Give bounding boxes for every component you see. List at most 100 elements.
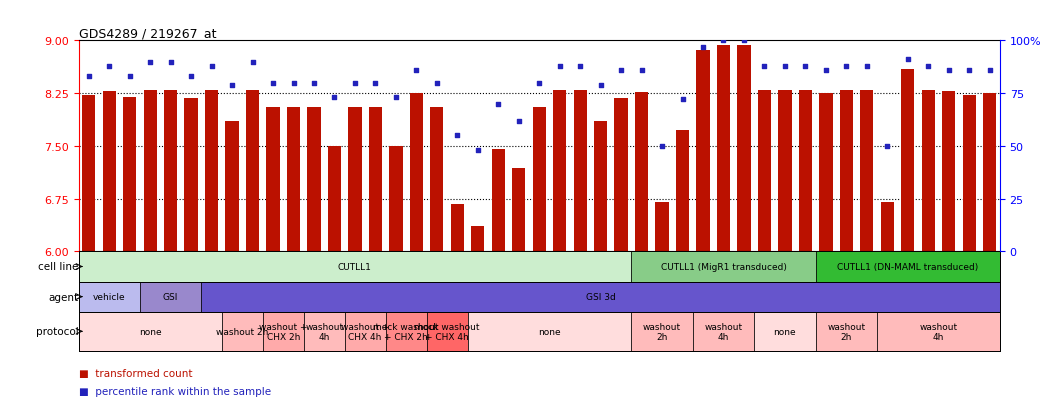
Point (285, 80, 302, 87)
Point (244, 59, 261, 66)
Bar (594, 122, 607, 252)
Text: GDS4289 / 219267_at: GDS4289 / 219267_at (79, 27, 216, 40)
Point (510, 118, 527, 125)
Bar (512, 169, 526, 252)
Bar (430, 108, 444, 252)
Point (593, 82, 609, 89)
Text: ■  percentile rank within the sample: ■ percentile rank within the sample (79, 387, 271, 396)
Point (736, 38, 753, 45)
Bar (222, 312, 263, 351)
Point (531, 80, 548, 87)
Bar (631, 252, 816, 282)
Text: GSI: GSI (163, 292, 178, 301)
Bar (696, 50, 710, 252)
Bar (450, 204, 464, 252)
Point (777, 63, 794, 70)
Bar (344, 312, 385, 351)
Point (224, 82, 241, 89)
Text: CUTLL1 (DN-MAML transduced): CUTLL1 (DN-MAML transduced) (838, 262, 978, 271)
Point (694, 44, 711, 51)
Bar (205, 90, 218, 252)
Point (428, 80, 445, 87)
Point (367, 80, 384, 87)
Point (552, 63, 569, 70)
Text: washout
2h: washout 2h (643, 322, 682, 341)
Bar (877, 312, 1000, 351)
Text: none: none (139, 327, 161, 336)
Text: mock washout
+ CHX 2h: mock washout + CHX 2h (374, 322, 439, 341)
Bar (921, 90, 935, 252)
Bar (164, 90, 177, 252)
Bar (287, 108, 300, 252)
Point (961, 67, 978, 74)
Bar (492, 150, 505, 252)
Text: GSI 3d: GSI 3d (585, 292, 616, 301)
Point (141, 59, 158, 66)
Bar (369, 108, 382, 252)
Bar (634, 93, 648, 252)
Point (265, 80, 282, 87)
Point (449, 133, 466, 139)
Bar (426, 312, 468, 351)
Point (612, 67, 629, 74)
Point (838, 63, 854, 70)
Bar (983, 94, 997, 252)
Text: protocol: protocol (36, 327, 79, 337)
Bar (778, 90, 792, 252)
Bar (389, 147, 402, 252)
Bar (225, 122, 239, 252)
Point (101, 63, 117, 70)
Bar (124, 97, 136, 252)
Bar (615, 99, 628, 252)
Bar (79, 282, 140, 312)
Bar (201, 282, 1000, 312)
Point (633, 67, 650, 74)
Bar (79, 312, 222, 351)
Point (920, 63, 937, 70)
Bar (655, 203, 669, 252)
Bar (266, 108, 280, 252)
Point (203, 63, 220, 70)
Bar (737, 46, 751, 252)
Bar (631, 312, 693, 351)
Point (490, 101, 507, 108)
Bar (840, 90, 853, 252)
Point (818, 67, 834, 74)
Bar (471, 227, 485, 252)
Bar (533, 108, 545, 252)
Bar (819, 94, 832, 252)
Bar (103, 92, 116, 252)
Bar (349, 108, 361, 252)
Bar (328, 147, 341, 252)
Bar (79, 252, 631, 282)
Bar (861, 90, 873, 252)
Bar (143, 90, 157, 252)
Bar (717, 46, 730, 252)
Bar (82, 96, 95, 252)
Point (797, 63, 814, 70)
Text: vehicle: vehicle (93, 292, 126, 301)
Text: washout +
CHX 2h: washout + CHX 2h (259, 322, 308, 341)
Point (572, 63, 588, 70)
Bar (385, 312, 426, 351)
Text: ■  transformed count: ■ transformed count (79, 368, 192, 378)
Bar (409, 94, 423, 252)
Point (899, 57, 916, 64)
Point (326, 95, 342, 102)
Bar (304, 312, 344, 351)
Point (940, 67, 957, 74)
Text: CUTLL1 (MigR1 transduced): CUTLL1 (MigR1 transduced) (661, 262, 786, 271)
Point (387, 95, 404, 102)
Text: mock washout
+ CHX 4h: mock washout + CHX 4h (415, 322, 480, 341)
Bar (246, 90, 260, 252)
Bar (263, 312, 304, 351)
Point (674, 97, 691, 104)
Text: cell line: cell line (38, 262, 79, 272)
Text: washout 2h: washout 2h (216, 327, 268, 336)
Bar (308, 108, 320, 252)
Text: washout +
CHX 4h: washout + CHX 4h (341, 322, 389, 341)
Bar (553, 90, 566, 252)
Text: washout
4h: washout 4h (305, 322, 343, 341)
Point (653, 143, 670, 150)
Bar (184, 99, 198, 252)
